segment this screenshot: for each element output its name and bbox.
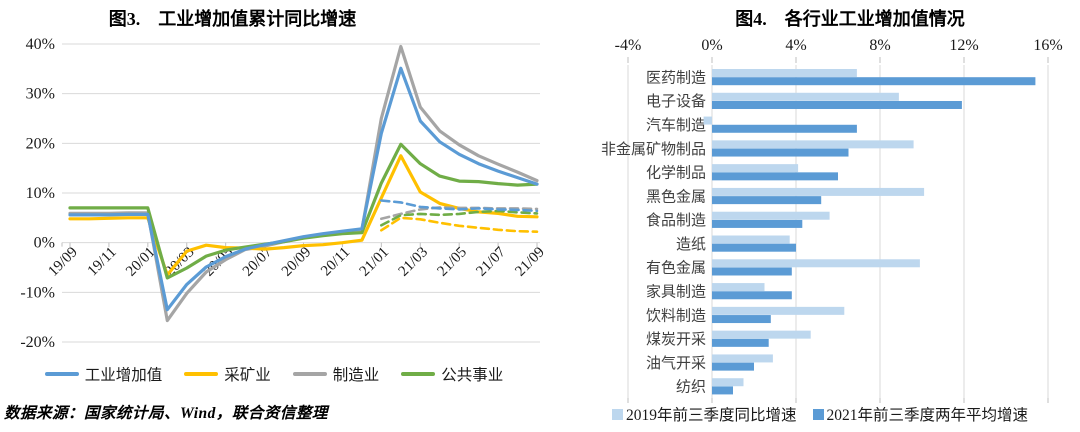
category-label: 饮料制造 [646, 307, 706, 324]
series-line-dashed-FFC000 [380, 216, 539, 233]
x-axis-tick-label: 21/07 [473, 244, 509, 280]
x-axis-tick-label: 20/09 [279, 244, 314, 279]
figure4-legend: 2019年前三季度同比增速 2021年前三季度两年平均增速 [560, 403, 1080, 425]
figure3-legend: 工业增加值 采矿业 制造业 公共事业 [0, 363, 548, 385]
series-line-solid-A5A5A5 [68, 44, 539, 323]
bar-2021 [712, 219, 803, 228]
y-axis-tick-label: 20% [26, 135, 55, 152]
y-axis-tick-label: 40% [26, 36, 55, 53]
figure3-line-chart: 40%30%20%10%0%-10%-20%19/09 19/11 20/01 20/… [20, 36, 547, 351]
category-label: 造纸 [676, 236, 706, 253]
bar-2021 [712, 315, 771, 324]
category-label: 化学制品 [646, 165, 706, 182]
bar-2019 [712, 92, 899, 101]
x-axis-tick-label: 8% [869, 37, 890, 54]
bar-2019 [712, 259, 920, 268]
bar-2019 [712, 283, 765, 292]
y-axis-tick-label: -10% [20, 284, 55, 301]
category-label: 汽车制造 [646, 117, 706, 134]
series-line-solid-5B9BD5 [68, 66, 539, 312]
bar-2019 [712, 140, 914, 149]
category-label: 家具制造 [646, 283, 706, 300]
category-label: 黑色金属 [646, 188, 706, 205]
bar-2019 [712, 69, 857, 77]
series-line-dashed-5B9BD5 [380, 199, 539, 213]
legend-item: 工业增加值 [44, 363, 163, 385]
figure4-bar-chart: -4% 0% 4% 8% 12% 16% 医药制造电子设备汽车制造非金属矿物制品化学制品黑色… [601, 37, 1063, 403]
legend-label: 2019年前三季度同比增速 [625, 407, 797, 424]
bar-2021 [712, 196, 822, 205]
bar-2019 [712, 330, 811, 339]
bar-2019 [712, 235, 790, 244]
x-axis-tick-label: 21/01 [357, 244, 392, 279]
legend-item: 制造业 [292, 363, 380, 385]
bar-2021 [712, 77, 1036, 86]
figure3-title: 图3. 工业增加值累计同比增速 [108, 9, 357, 29]
legend-line-swatch [401, 372, 436, 376]
x-axis-tick-label: 21/05 [435, 244, 470, 279]
bar-2021 [712, 386, 733, 395]
legend-item: 公共事业 [401, 363, 503, 385]
legend-line-swatch [44, 372, 79, 376]
bar-2019 [712, 378, 744, 387]
bar-2021 [712, 148, 849, 157]
y-axis-tick-label: 0% [34, 235, 55, 252]
legend-item: 2021年前三季度两年平均增速 [812, 403, 1029, 425]
legend-label: 工业增加值 [84, 367, 163, 384]
bar-2019 [712, 164, 799, 173]
bar-2021 [712, 267, 792, 276]
bar-2019 [712, 211, 830, 220]
category-label: 非金属矿物制品 [601, 141, 706, 158]
bar-2021 [712, 124, 857, 133]
legend-item: 采矿业 [184, 363, 271, 385]
series-line-dashed-A5A5A5 [380, 206, 539, 221]
bar-2021 [712, 172, 838, 181]
legend-label: 2021年前三季度两年平均增速 [826, 407, 1029, 424]
bar-2021 [712, 362, 754, 371]
bar-2021 [712, 100, 962, 109]
y-axis-tick-label: 30% [26, 86, 55, 103]
x-axis-tick-label: 21/03 [396, 244, 431, 279]
x-axis-tick-label: 0% [701, 37, 722, 54]
x-axis-tick-label: 16% [1033, 37, 1062, 54]
category-label: 食品制造 [646, 212, 706, 229]
legend-line-swatch [292, 372, 327, 376]
y-axis-tick-label: -20% [20, 334, 55, 351]
x-axis-tick-label: -4% [615, 37, 642, 54]
category-label: 纺织 [676, 379, 706, 396]
bar-2021 [712, 243, 796, 252]
x-axis-tick-label: 19/11 [85, 244, 120, 279]
x-axis-tick-label: 4% [785, 37, 806, 54]
bar-2019 [703, 116, 712, 125]
category-label: 医药制造 [646, 69, 706, 86]
x-axis-tick-label: 21/09 [512, 244, 547, 279]
category-label: 电子设备 [646, 93, 706, 110]
y-axis-tick-label: 10% [26, 185, 55, 202]
category-label: 有色金属 [646, 260, 706, 277]
bar-2021 [712, 291, 792, 300]
legend-label: 制造业 [332, 367, 380, 384]
legend-label: 公共事业 [441, 367, 504, 384]
x-axis-tick-label: 12% [949, 37, 978, 54]
legend-square-swatch [611, 408, 623, 420]
legend-line-swatch [184, 372, 219, 376]
bar-2019 [712, 354, 773, 363]
bar-2019 [712, 306, 845, 315]
bar-2019 [712, 187, 925, 196]
bar-2021 [712, 338, 769, 347]
series-line-dashed-70AD47 [380, 209, 539, 227]
legend-square-swatch [812, 408, 824, 420]
figure4-title: 图4. 各行业工业增加值情况 [735, 9, 965, 29]
category-label: 油气开采 [646, 355, 706, 372]
category-label: 煤炭开采 [646, 331, 706, 348]
x-axis-tick-label: 20/11 [318, 244, 353, 279]
legend-item: 2019年前三季度同比增速 [611, 403, 797, 425]
source-note: 数据来源：国家统计局、Wind，联合资信整理 [4, 405, 328, 422]
legend-label: 采矿业 [224, 367, 271, 384]
